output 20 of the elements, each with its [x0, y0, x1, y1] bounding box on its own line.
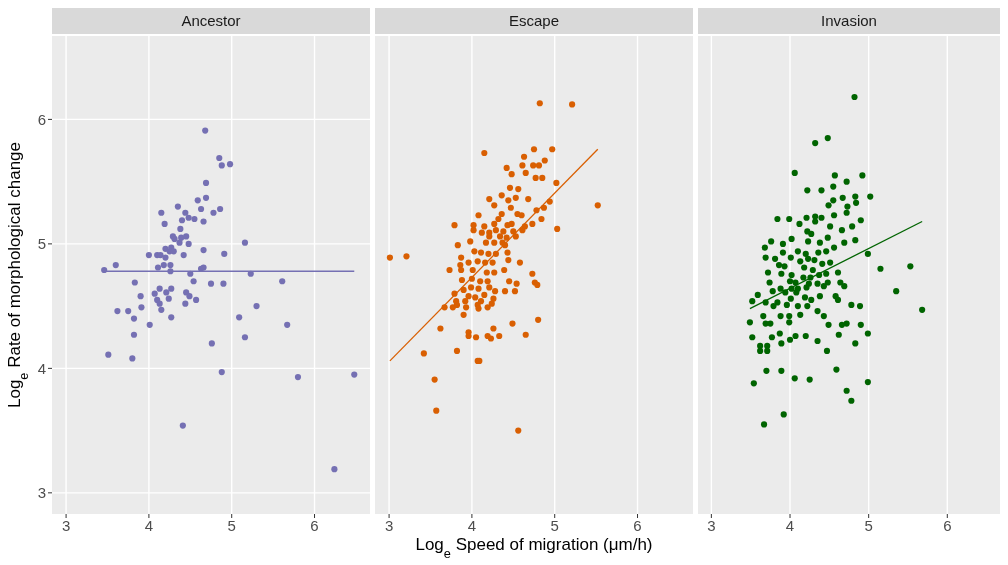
chart-title: Invasion: [698, 8, 1000, 34]
y-tick-label: 4: [37, 359, 46, 377]
y-tick-label: 5: [37, 235, 46, 253]
y-tick-label: 3: [37, 484, 46, 502]
x-tick-label: 5: [550, 516, 559, 534]
x-tick-label: 6: [943, 516, 952, 534]
y-tick-label: 6: [37, 110, 46, 128]
x-tick-label: 4: [467, 516, 477, 534]
x-tick-label: 3: [384, 516, 394, 534]
chart-title: Escape: [375, 8, 693, 34]
x-tick-label: 6: [633, 516, 642, 534]
x-tick-label: 5: [864, 516, 873, 534]
x-axis-title: Log$_{e}$ Speed of migration (μm/h): [415, 535, 653, 561]
x-tick-label: 6: [310, 516, 319, 534]
x-tick-label: 4: [785, 516, 795, 534]
x-tick-label: 3: [61, 516, 71, 534]
x-tick-label: 3: [707, 516, 716, 534]
x-tick-label: 5: [227, 516, 236, 534]
chart-title: Ancestor: [52, 8, 370, 34]
x-tick-label: 4: [144, 516, 154, 534]
